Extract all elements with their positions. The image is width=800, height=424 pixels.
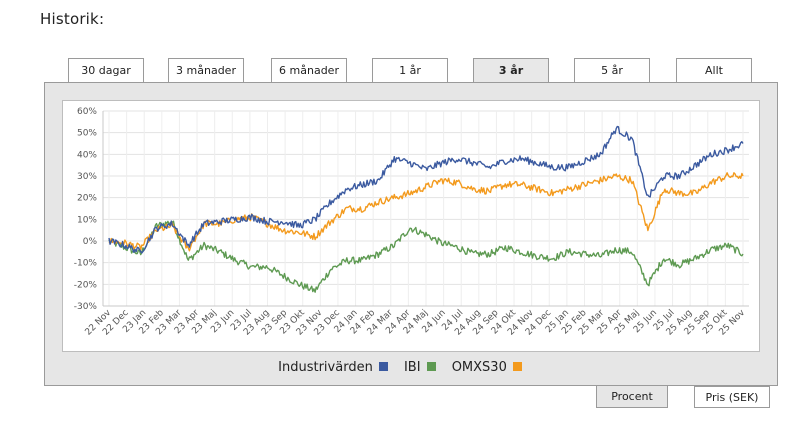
legend-swatch [378,362,388,371]
legend-label: Industrivärden [278,360,373,375]
pris-sek-button[interactable]: Pris (SEK) [694,386,770,408]
tab-5-ar[interactable]: 5 år [574,58,650,82]
line-chart: -30%-20%-10%0%10%20%30%40%50%60%22 Nov22… [74,107,749,338]
legend-item-ibi: IBI [404,360,436,375]
legend-item-industrivarden: Industrivärden [278,360,388,375]
y-tick-label: -10% [74,259,98,269]
tab-1-ar[interactable]: 1 år [372,58,448,82]
series-line-industriv-rden [108,125,744,254]
legend-label: OMXS30 [451,360,507,375]
chart-area: -30% -20% -10% 0% 10% 20% 30% 40% 50% 60% 22 Nov 22… [62,100,760,352]
y-tick-label: 30% [77,172,97,182]
tab-3-manader[interactable]: 3 månader [168,58,244,82]
y-tick-label: -20% [74,280,98,290]
tab-3-ar[interactable]: 3 år [473,58,549,83]
y-tick-label: 0% [83,237,98,247]
chart-legend: Industrivärden IBI OMXS30 [0,360,800,375]
legend-swatch [426,362,436,371]
y-tick-label: 20% [77,194,97,204]
y-tick-label: -30% [74,302,98,312]
y-tick-label: 50% [77,129,97,139]
legend-item-omxs30: OMXS30 [452,360,522,375]
y-tick-label: 60% [77,107,97,117]
tab-30-dagar[interactable]: 30 dagar [68,58,144,82]
tab-6-manader[interactable]: 6 månader [271,58,347,82]
tab-allt[interactable]: Allt [676,58,752,82]
series-line-omxs30 [108,172,744,252]
page-title: Historik: [40,10,105,28]
legend-swatch [512,362,522,371]
procent-button[interactable]: Procent [596,386,668,408]
series-line-ibi [108,220,744,293]
y-tick-label: 10% [77,215,97,225]
legend-label: IBI [403,360,421,375]
y-tick-label: 40% [77,150,97,160]
